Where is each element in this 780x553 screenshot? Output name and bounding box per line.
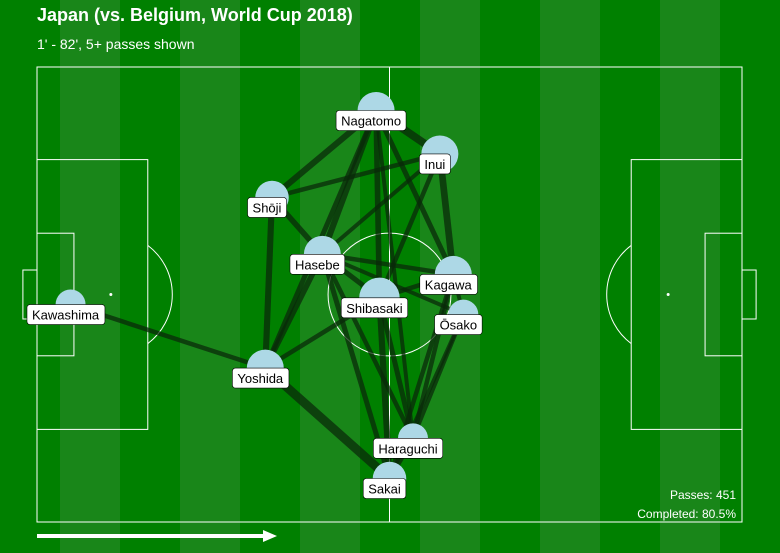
chart-subtitle: 1' - 82', 5+ passes shown [37,36,195,52]
attack-direction-arrow [37,530,277,542]
player-label-text: Haraguchi [378,441,437,456]
player-label-text: Kagawa [425,277,473,292]
right-goal [741,269,757,320]
completion-rate: Completed: 80.5% [637,507,736,521]
player-label-text: Inui [424,157,445,172]
player-label-box [232,367,290,389]
player-label-box [289,254,346,275]
player-label-box [247,197,287,218]
player-label-osako: Ōsako [434,314,483,335]
pass-link-shoji-inui [271,151,441,200]
player-label-shoji: Shōji [247,197,287,218]
player-label-box [419,274,478,295]
player-label-text: Sakai [368,482,401,497]
pass-link-nagatomo-kagawa [373,109,456,276]
pass-link-shibasaki-nagatomo [373,110,383,298]
player-label-text: Yoshida [237,371,284,386]
pitch-stripe [60,0,120,553]
pass-link-nagatomo-haraguchi [374,110,415,439]
pass-link-hasebe-haraguchi [320,253,416,440]
pass-stats: Passes: 451 Completed: 80.5% [637,486,736,524]
passes-total: Passes: 451 [669,488,736,502]
player-label-box [434,314,483,335]
player-label-box [335,110,407,131]
pitch-stripe [660,0,720,553]
player-label-box [419,153,451,175]
player-label-text: Shōji [253,200,282,215]
chart-title: Japan (vs. Belgium, World Cup 2018) [37,5,353,25]
player-label-text: Ōsako [440,318,478,333]
player-label-box [340,297,409,319]
right-penalty-spot [666,293,670,296]
player-label-box [26,304,106,325]
player-label-text: Hasebe [295,257,340,272]
pass-link-yoshida-shoji [262,197,276,369]
player-label-shibasaki: Shibasaki [340,297,409,319]
player-label-nagatomo: Nagatomo [335,110,407,131]
player-label-text: Kawashima [32,308,100,323]
player-label-box [373,438,444,459]
player-label-text: Shibasaki [346,301,402,316]
player-label-inui: Inui [419,153,451,175]
pass-link-shibasaki-inui [377,153,442,299]
player-labels: Kawashima Yoshida Shōji Hasebe Shibasaki Naga… [26,110,483,499]
player-label-hasebe: Hasebe [289,254,346,275]
player-label-text: Nagatomo [341,113,401,128]
player-label-yoshida: Yoshida [232,367,290,389]
player-label-sakai: Sakai [362,478,407,499]
pass-link-haraguchi-osako [411,313,466,440]
left-penalty-spot [109,293,113,296]
pitch-stripe [180,0,240,553]
right-penalty-arc [606,245,632,344]
player-label-box [362,478,407,499]
pass-link-hasebe-nagatomo [319,109,379,256]
player-label-haraguchi: Haraguchi [373,438,444,459]
pitch-stripe [540,0,600,553]
player-label-kawashima: Kawashima [26,304,106,325]
player-label-kagawa: Kagawa [419,274,478,295]
